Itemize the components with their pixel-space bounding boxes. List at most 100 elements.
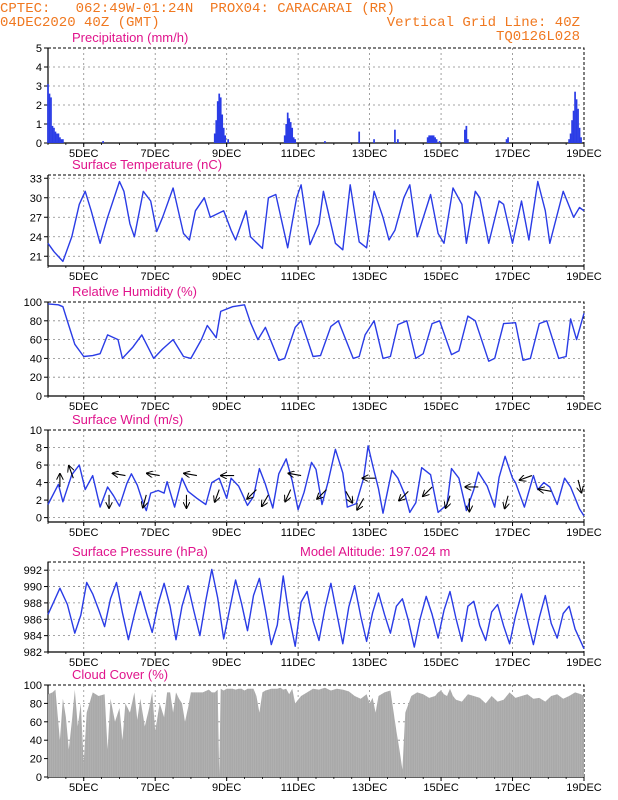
x-tick-label: 11DEC (281, 148, 316, 160)
wind-arrow (143, 494, 146, 508)
precip-bar (434, 137, 436, 143)
wind-arrow (345, 491, 353, 502)
x-tick-label: 11DEC (281, 401, 316, 413)
precip-bar (60, 139, 63, 143)
precip-bar (358, 131, 361, 143)
wind-arrow (247, 489, 257, 499)
x-tick-label: 5DEC (69, 657, 98, 669)
precip-bar (288, 118, 291, 143)
x-tick-label: 17DEC (495, 148, 531, 160)
panel-wind: 5DEC 7DEC 9DEC 11DEC 13DEC 15DEC 17DEC 19DEC 0 2 4… (30, 412, 602, 539)
plot-frame (47, 429, 585, 523)
y-tick-label: 4 (36, 62, 42, 74)
panel-title: Relative Humidity (%) (72, 284, 197, 299)
wind-arrow (147, 473, 160, 475)
series-line (47, 303, 585, 362)
x-tick-label: 15DEC (423, 527, 459, 539)
precip-bar (429, 135, 432, 143)
y-tick-label: 33 (30, 173, 42, 185)
precip-bar (286, 112, 289, 143)
precip-bar (574, 91, 576, 143)
x-tick-label: 17DEC (495, 271, 531, 283)
x-tick-label: 7DEC (141, 527, 170, 539)
x-tick-label: 9DEC (212, 527, 241, 539)
y-tick-label: 982 (24, 647, 42, 659)
x-tick-label: 13DEC (352, 527, 388, 539)
wind-arrow (285, 489, 292, 502)
x-tick-label: 13DEC (352, 148, 388, 160)
precip-bar (50, 97, 52, 143)
y-tick-label: 80 (30, 316, 42, 328)
precip-bar (219, 97, 222, 143)
y-tick-label: 3 (36, 81, 42, 93)
x-tick-label: 5DEC (69, 527, 98, 539)
precip-bar (394, 129, 396, 143)
precip-bar (216, 101, 219, 143)
series-line (47, 445, 585, 517)
x-tick-label: 7DEC (141, 657, 170, 669)
panel-temperature: 5DEC 7DEC 9DEC 11DEC 13DEC 15DEC 17DEC 19DEC 21 2… (30, 157, 602, 283)
precip-bar (431, 135, 433, 143)
panel-title: Surface Temperature (nC) (72, 157, 222, 172)
precip-bar (285, 124, 288, 143)
x-tick-label: 7DEC (141, 148, 170, 160)
y-tick-label: 40 (30, 735, 42, 747)
wind-arrow (399, 490, 409, 500)
precip-bar (62, 139, 64, 143)
y-tick-label: 992 (24, 565, 42, 577)
y-tick-label: 8 (36, 443, 42, 455)
precip-bar (507, 137, 509, 143)
precip-bar (53, 127, 55, 143)
x-tick-label: 15DEC (423, 401, 459, 413)
x-tick-label: 19DEC (566, 271, 602, 283)
wind-arrow (505, 495, 508, 509)
wind-arrow (539, 489, 552, 491)
y-tick-label: 2 (36, 100, 42, 112)
wind-arrow (113, 473, 126, 475)
precip-bar (575, 99, 578, 143)
y-tick-label: 60 (30, 717, 42, 729)
panel-title: Surface Wind (m/s) (72, 412, 183, 427)
x-tick-label: 15DEC (423, 148, 459, 160)
precip-bar (571, 120, 573, 143)
panel-subtitle: Model Altitude: 197.024 m (300, 544, 450, 559)
x-tick-label: 19DEC (566, 657, 602, 669)
y-tick-label: 30 (30, 193, 42, 205)
x-tick-label: 11DEC (281, 657, 316, 669)
y-tick-label: 27 (30, 212, 42, 224)
panel-humidity: 5DEC 7DEC 9DEC 11DEC 13DEC 15DEC 17DEC 19DEC 0 20… (24, 284, 602, 413)
precip-bar (568, 139, 570, 143)
y-tick-label: 6 (36, 460, 42, 472)
y-tick-label: 1 (36, 119, 42, 131)
panel-title: Precipitation (mm/h) (72, 30, 188, 45)
y-tick-label: 20 (30, 754, 42, 766)
precip-bar (224, 135, 227, 143)
x-tick-label: 5DEC (69, 782, 98, 794)
precip-bar (213, 133, 216, 143)
x-tick-label: 15DEC (423, 271, 459, 283)
precip-bar (227, 139, 230, 143)
x-tick-label: 11DEC (281, 527, 316, 539)
x-tick-label: 5DEC (69, 148, 98, 160)
y-tick-label: 990 (24, 582, 42, 594)
precip-bar (51, 125, 54, 143)
y-tick-label: 100 (24, 297, 42, 309)
precip-bar (505, 139, 508, 143)
header-date: 04DEC2020 40Z (GMT) (0, 15, 160, 31)
x-tick-label: 17DEC (495, 657, 531, 669)
x-tick-label: 5DEC (69, 401, 98, 413)
x-tick-label: 9DEC (212, 401, 241, 413)
y-tick-label: 60 (30, 335, 42, 347)
precip-bar (580, 137, 582, 143)
precip-bar (54, 131, 57, 143)
precip-bar (292, 137, 295, 143)
x-tick-label: 19DEC (566, 401, 602, 413)
precip-bar (464, 129, 466, 143)
wind-arrow (184, 473, 197, 475)
y-tick-label: 80 (30, 698, 42, 710)
wind-arrow (288, 473, 302, 475)
x-tick-label: 19DEC (566, 527, 602, 539)
precip-bar (48, 93, 51, 143)
precip-bar (432, 135, 435, 143)
x-tick-label: 7DEC (141, 271, 170, 283)
